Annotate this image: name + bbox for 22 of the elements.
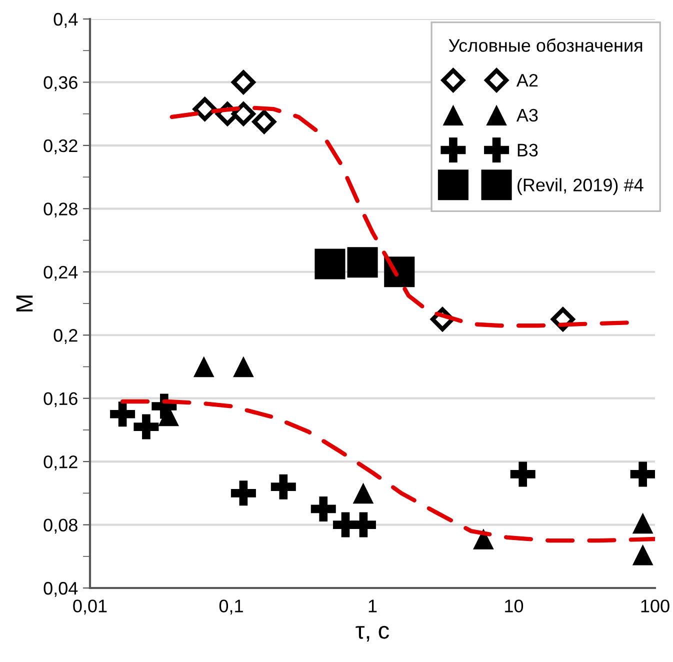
x-tick-label: 0,01	[73, 600, 107, 615]
y-tick-label: 0,28	[44, 202, 78, 218]
legend-label: A2	[516, 74, 538, 87]
x-tick-label: 100	[641, 600, 670, 612]
legend-label: (Revil, 2019) #4	[518, 178, 644, 195]
legend-title: Условные обозначения	[448, 38, 642, 52]
y-tick-label: 0,08	[44, 518, 78, 534]
y-axis-title: M	[16, 296, 33, 312]
y-tick-label: 0,4	[54, 12, 78, 28]
legend-label: B3	[518, 144, 538, 157]
y-tick-label: 0,12	[44, 455, 78, 470]
y-tick-label: 0,24	[44, 266, 78, 281]
x-axis-title: τ, c	[356, 626, 390, 642]
x-tick-label: 0,1	[219, 600, 243, 615]
legend-label: A3	[516, 108, 538, 122]
y-tick-label: 0,36	[44, 76, 78, 92]
x-tick-label: 1	[368, 600, 377, 612]
y-tick-label: 0,32	[44, 139, 78, 154]
y-tick-label: 0,04	[44, 582, 78, 597]
y-tick-label: 0,16	[44, 392, 78, 408]
y-tick-label: 0,2	[54, 329, 78, 344]
x-tick-label: 10	[505, 600, 524, 612]
